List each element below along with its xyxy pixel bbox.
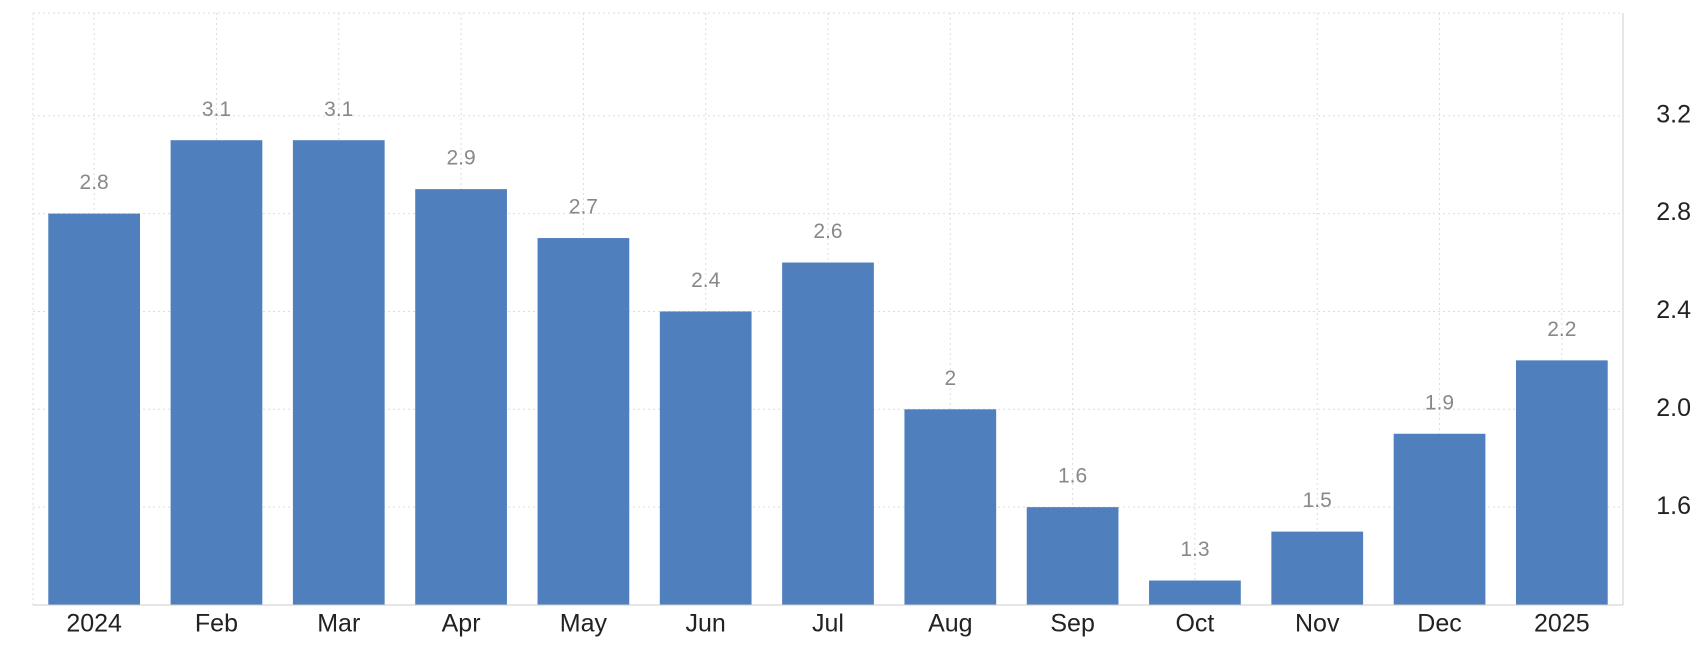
- value-label: 2.9: [446, 147, 475, 170]
- x-tick-label: Sep: [1050, 610, 1094, 638]
- bar: [170, 140, 263, 605]
- value-label: 2.6: [813, 220, 842, 243]
- bar: [782, 262, 874, 605]
- x-tick-label: Dec: [1417, 610, 1461, 638]
- value-label: 2.2: [1547, 318, 1576, 341]
- x-tick-label: Apr: [442, 610, 481, 638]
- x-tick-label: Aug: [928, 610, 972, 638]
- bar: [537, 238, 630, 605]
- value-label: 2.8: [80, 171, 109, 194]
- bar: [1393, 433, 1486, 605]
- bar: [904, 409, 997, 605]
- x-tick-label: Feb: [195, 610, 238, 638]
- x-tick-label: 2024: [66, 610, 122, 638]
- value-label: 1.5: [1303, 489, 1332, 512]
- value-label: 3.1: [324, 98, 353, 121]
- x-tick-label: 2025: [1534, 610, 1590, 638]
- value-label: 1.6: [1058, 465, 1087, 488]
- x-tick-label: Nov: [1295, 610, 1340, 638]
- x-tick-label: May: [560, 610, 608, 638]
- bar: [415, 189, 507, 605]
- value-label: 1.9: [1425, 391, 1454, 414]
- y-tick-label: 1.6: [1656, 492, 1691, 520]
- value-label: 3.1: [202, 98, 231, 121]
- y-tick-label: 2.8: [1656, 198, 1691, 226]
- y-tick-label: 3.2: [1656, 100, 1691, 128]
- bar: [1149, 580, 1241, 605]
- bar: [1271, 531, 1364, 605]
- bar: [659, 311, 752, 605]
- y-tick-label: 2.4: [1656, 296, 1691, 324]
- bar: [1026, 507, 1119, 605]
- x-tick-label: Mar: [317, 610, 360, 638]
- bar: [292, 140, 385, 605]
- bar: [1515, 360, 1608, 605]
- x-tick-label: Jun: [686, 610, 726, 638]
- x-tick-label: Oct: [1175, 610, 1214, 638]
- x-tick-label: Jul: [812, 610, 844, 638]
- value-label: 2.4: [691, 269, 721, 292]
- value-label: 2: [944, 367, 956, 390]
- value-label: 1.3: [1180, 538, 1209, 561]
- value-label: 2.7: [569, 196, 598, 219]
- y-tick-label: 2.0: [1656, 394, 1691, 422]
- bar: [48, 213, 141, 606]
